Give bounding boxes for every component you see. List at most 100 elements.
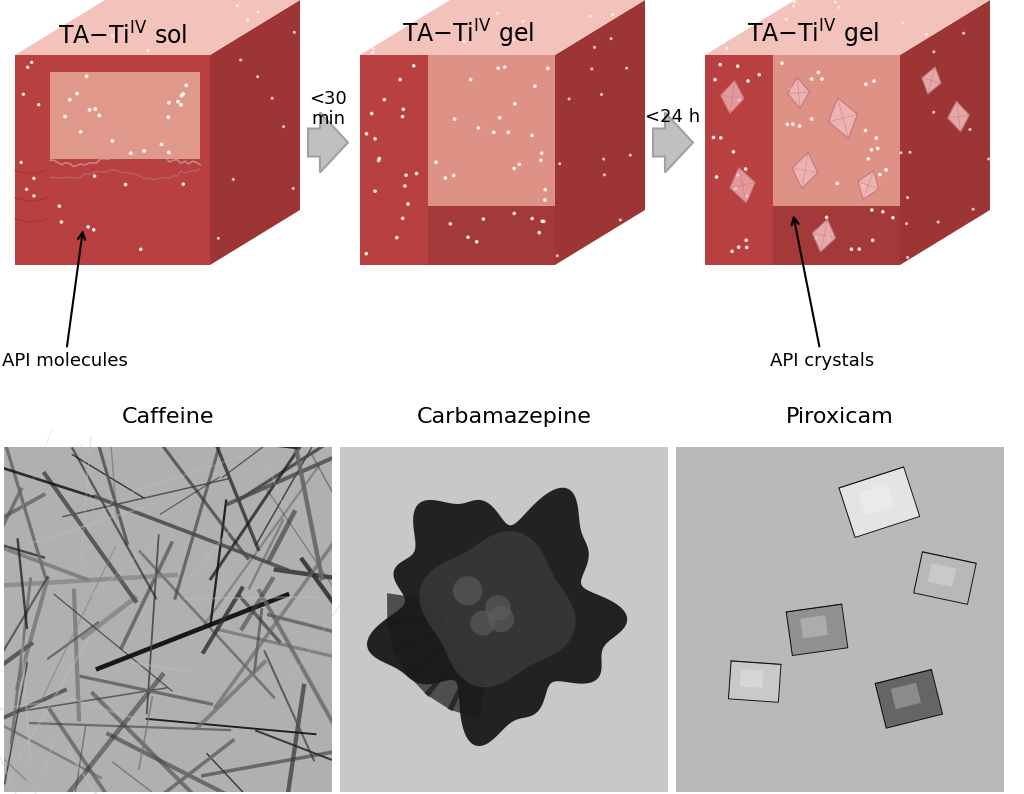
Polygon shape (947, 102, 970, 132)
Point (843, 243, 859, 256)
Point (286, 26, 302, 39)
Point (366, 42, 382, 55)
Point (511, 158, 527, 171)
Point (930, 216, 946, 229)
Point (532, 154, 549, 167)
Text: <24 h: <24 h (645, 107, 700, 125)
Point (161, 146, 177, 159)
Point (737, 163, 754, 175)
Point (740, 75, 757, 87)
Point (175, 178, 191, 191)
Point (232, 54, 249, 67)
Text: TA$-$Ti$^{\mathsf{IV}}$ sol: TA$-$Ti$^{\mathsf{IV}}$ sol (58, 23, 187, 50)
Text: Caffeine: Caffeine (122, 407, 214, 427)
Point (139, 44, 156, 56)
Point (864, 234, 881, 247)
Polygon shape (793, 152, 818, 188)
Point (469, 236, 485, 249)
Point (104, 135, 121, 148)
Point (587, 41, 603, 54)
Point (618, 62, 635, 75)
Point (860, 152, 877, 165)
Text: API molecules: API molecules (2, 233, 128, 370)
Point (981, 152, 997, 165)
Point (926, 106, 942, 118)
Point (729, 168, 745, 181)
Point (497, 60, 513, 73)
Point (536, 215, 552, 228)
Point (389, 231, 406, 244)
Point (866, 75, 883, 87)
Point (830, 1, 847, 13)
Polygon shape (424, 651, 475, 711)
Polygon shape (858, 171, 879, 199)
Point (724, 245, 740, 258)
Polygon shape (470, 611, 496, 636)
Point (731, 94, 748, 106)
Point (275, 121, 292, 133)
Point (738, 234, 755, 247)
Polygon shape (705, 0, 990, 55)
Polygon shape (393, 629, 454, 677)
Point (869, 142, 886, 155)
Point (871, 168, 888, 181)
Point (210, 232, 226, 245)
Point (80, 221, 96, 233)
Point (707, 73, 723, 86)
Point (612, 214, 629, 226)
Point (751, 68, 767, 81)
Point (398, 169, 415, 182)
Point (460, 231, 476, 244)
Point (534, 147, 550, 160)
Point (446, 113, 463, 125)
Point (506, 33, 522, 46)
Point (804, 73, 820, 86)
Text: TA$-$Ti$^{\mathsf{IV}}$ gel: TA$-$Ti$^{\mathsf{IV}}$ gel (746, 17, 879, 50)
Point (392, 73, 409, 86)
Point (786, 0, 803, 8)
Polygon shape (428, 206, 555, 265)
Point (962, 123, 978, 136)
Point (396, 179, 413, 192)
Point (13, 156, 30, 169)
Point (104, 29, 121, 42)
Point (712, 58, 728, 71)
Point (264, 92, 281, 105)
Polygon shape (488, 606, 514, 632)
Polygon shape (730, 168, 756, 203)
Point (79, 70, 95, 83)
Polygon shape (705, 55, 773, 265)
Point (878, 164, 894, 176)
Point (367, 133, 383, 145)
Point (53, 216, 70, 229)
Polygon shape (428, 55, 555, 206)
Point (874, 206, 891, 218)
Point (593, 88, 609, 101)
Point (515, 15, 531, 28)
Point (540, 62, 556, 75)
Polygon shape (828, 98, 857, 138)
Point (73, 125, 89, 138)
Point (399, 198, 416, 210)
Polygon shape (453, 576, 482, 605)
Point (506, 207, 522, 220)
Polygon shape (15, 0, 300, 55)
Polygon shape (928, 563, 956, 587)
Polygon shape (900, 0, 990, 265)
Point (858, 78, 874, 91)
Point (531, 226, 548, 239)
Text: Carbamazepine: Carbamazepine (417, 407, 592, 427)
Point (561, 93, 578, 106)
Point (489, 62, 506, 75)
Polygon shape (555, 0, 645, 265)
Point (69, 87, 85, 100)
FancyArrow shape (308, 113, 348, 172)
Point (437, 172, 454, 184)
Point (885, 211, 901, 224)
Polygon shape (50, 71, 201, 160)
Polygon shape (387, 593, 442, 626)
Point (784, 118, 801, 130)
Text: TA$-$Ti$^{\mathsf{IV}}$ gel: TA$-$Ti$^{\mathsf{IV}}$ gel (401, 17, 534, 50)
Point (893, 146, 909, 159)
Point (584, 63, 600, 75)
